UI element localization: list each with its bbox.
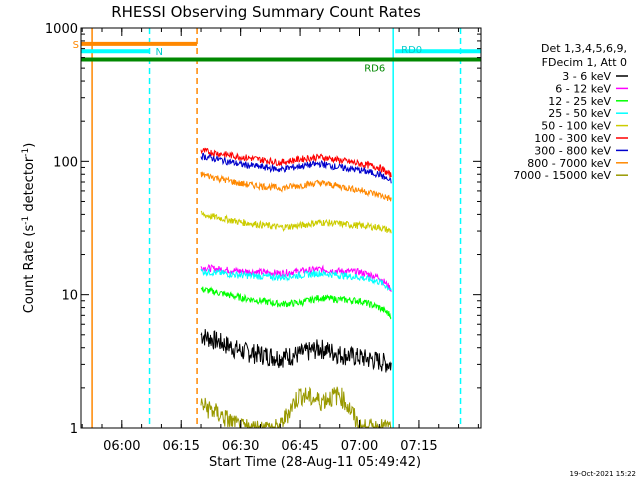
x-axis-label: Start Time (28-Aug-11 05:49:42) [209,455,421,470]
legend-entry-label-4: 50 - 100 keV [541,120,611,133]
y-axis-label-end: ) [22,143,37,148]
y-tick-label-3: 1000 [45,22,78,37]
y-axis-label-mid: detector [22,156,37,216]
y-axis: 1 10 100 1000 [45,22,481,437]
generated-timestamp: 19-Oct-2021 15:22 [570,470,636,478]
plot-frame [80,27,482,429]
vertical-markers [91,28,462,428]
flag-label-RD6: RD6 [364,64,385,75]
x-tick-label-4: 07:00 [341,439,378,454]
series-line-0 [200,329,392,373]
legend-entry-label-0: 3 - 6 keV [562,70,611,83]
legend-entry-label-6: 300 - 800 keV [534,144,611,157]
x-tick-label-1: 06:15 [162,439,199,454]
y-tick-label-2: 100 [53,155,78,170]
y-tick-label-0: 1 [70,422,78,437]
legend-entry-label-1: 6 - 12 keV [555,82,611,95]
flag-label-RD0: RD0 [401,45,422,56]
legend-entry-label-8: 7000 - 15000 keV [513,169,611,182]
x-tick-label-5: 07:15 [400,439,437,454]
flag-label-N: N [156,47,163,58]
x-axis: 06:00 06:15 06:30 06:45 07:00 07:15 [81,28,479,454]
y-axis-label: Count Rate (s-1 detector-1) [21,143,37,314]
legend: Det 1,3,4,5,6,9, FDecim 1, Att 0 3 - 6 k… [513,42,628,182]
series-line-7 [200,171,392,202]
x-tick-label-0: 06:00 [103,439,140,454]
legend-entry-label-7: 800 - 7000 keV [527,157,611,170]
legend-header-line2: FDecim 1, Att 0 [542,56,627,69]
legend-entry-label-5: 100 - 300 keV [534,132,611,145]
y-axis-label-sup2: -1 [21,148,31,157]
y-tick-label-1: 10 [61,289,78,304]
x-tick-label-2: 06:30 [222,439,259,454]
x-tick-label-3: 06:45 [281,439,318,454]
flag-label-S: S [73,40,79,51]
series-line-5 [200,147,392,179]
series-line-6 [200,152,392,184]
legend-entry-label-2: 12 - 25 keV [548,95,611,108]
legend-header-line1: Det 1,3,4,5,6,9, [541,42,627,55]
series-line-3 [200,268,392,292]
series-line-2 [200,286,392,320]
y-axis-label-sup1: -1 [21,216,31,225]
series-lines [200,147,392,429]
chart-title: RHESSI Observing Summary Count Rates [111,3,421,21]
series-line-4 [200,210,392,234]
legend-entry-label-3: 25 - 50 keV [548,107,611,120]
y-axis-label-main: Count Rate (s [22,225,37,314]
flag-bars: S N RD6 RD0 [73,40,481,75]
